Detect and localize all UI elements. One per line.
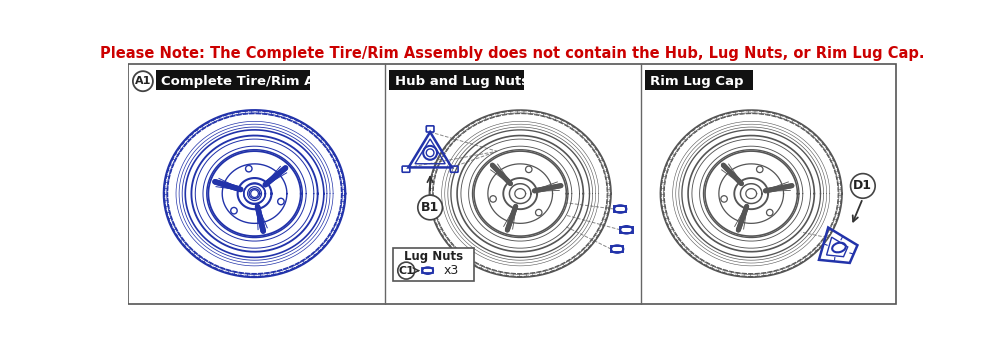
Text: B1: B1 (421, 201, 439, 214)
FancyBboxPatch shape (393, 248, 474, 281)
Circle shape (536, 209, 542, 216)
Circle shape (278, 198, 284, 205)
Circle shape (133, 71, 153, 91)
Circle shape (721, 196, 727, 202)
Text: A1: A1 (135, 76, 151, 86)
Circle shape (851, 174, 875, 198)
Bar (422, 268, 433, 273)
Circle shape (767, 209, 773, 216)
Bar (611, 246, 623, 252)
Circle shape (246, 165, 252, 172)
Text: C1: C1 (398, 265, 414, 276)
Bar (645, 70, 753, 91)
Text: Complete Tire/Rim Assy: Complete Tire/Rim Assy (161, 75, 339, 88)
Text: Lug Nuts: Lug Nuts (404, 250, 463, 263)
Bar (156, 70, 310, 91)
Circle shape (526, 166, 532, 173)
Circle shape (398, 262, 415, 279)
Bar (620, 227, 633, 233)
Circle shape (490, 196, 496, 202)
Text: Hub and Lug Nuts: Hub and Lug Nuts (395, 75, 529, 88)
Text: D1: D1 (853, 179, 872, 192)
Circle shape (418, 195, 442, 220)
Text: Rim Lug Cap: Rim Lug Cap (650, 75, 744, 88)
Text: Please Note: The Complete Tire/Rim Assembly does not contain the Hub, Lug Nuts, : Please Note: The Complete Tire/Rim Assem… (100, 46, 925, 61)
Circle shape (757, 166, 763, 173)
Bar (614, 206, 626, 212)
Bar (389, 70, 524, 91)
Text: x3: x3 (443, 264, 458, 277)
Circle shape (231, 208, 237, 214)
